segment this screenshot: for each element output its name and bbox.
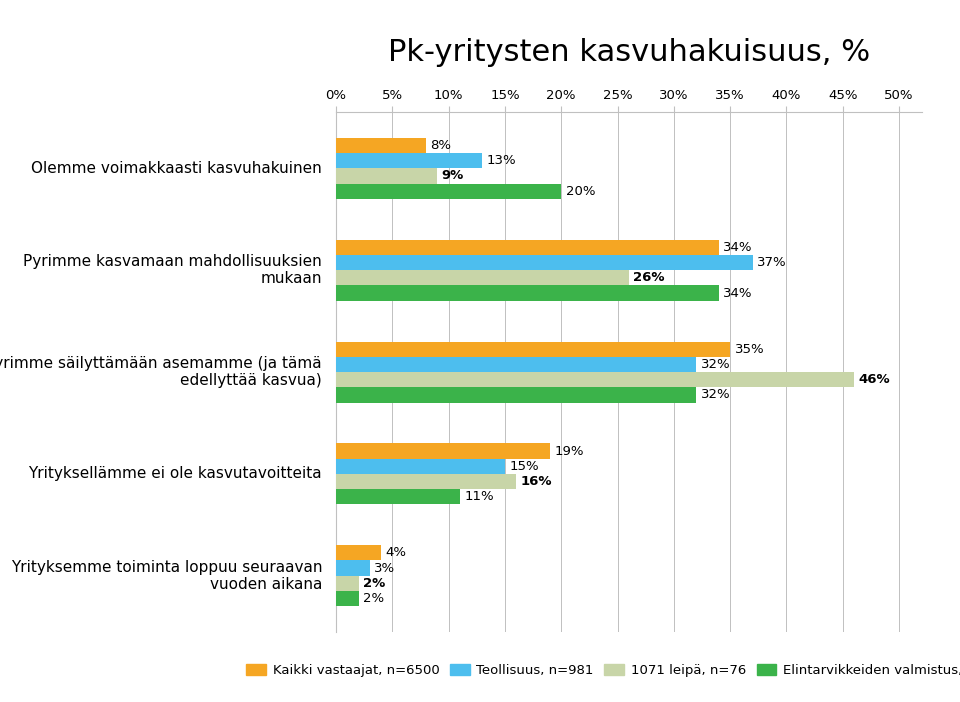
- Bar: [336, 489, 460, 505]
- Bar: [336, 168, 438, 184]
- Bar: [336, 138, 426, 153]
- Text: 15%: 15%: [510, 460, 540, 472]
- Bar: [336, 444, 550, 458]
- Text: 34%: 34%: [724, 241, 753, 254]
- Text: 32%: 32%: [701, 388, 731, 402]
- Text: 19%: 19%: [555, 444, 584, 458]
- Bar: [336, 239, 719, 255]
- Text: 9%: 9%: [442, 169, 464, 183]
- Text: 34%: 34%: [724, 286, 753, 300]
- Bar: [336, 341, 731, 357]
- Bar: [336, 270, 629, 286]
- Text: 2%: 2%: [363, 577, 385, 590]
- Text: 8%: 8%: [431, 139, 451, 152]
- Bar: [336, 458, 505, 474]
- Text: 35%: 35%: [734, 343, 764, 356]
- Bar: [336, 255, 753, 270]
- Text: 13%: 13%: [487, 154, 516, 167]
- Bar: [336, 474, 516, 489]
- Bar: [336, 591, 358, 607]
- Bar: [336, 560, 370, 576]
- Bar: [336, 372, 854, 388]
- Text: 32%: 32%: [701, 358, 731, 371]
- Bar: [336, 545, 381, 560]
- Bar: [336, 184, 562, 199]
- Text: 20%: 20%: [565, 185, 595, 198]
- Title: Pk-yritysten kasvuhakuisuus, %: Pk-yritysten kasvuhakuisuus, %: [388, 38, 870, 67]
- Text: 11%: 11%: [465, 490, 494, 503]
- Text: 37%: 37%: [757, 256, 787, 269]
- Bar: [336, 357, 696, 372]
- Text: 46%: 46%: [858, 373, 890, 386]
- Text: 26%: 26%: [634, 272, 665, 284]
- Legend: Kaikki vastaajat, n=6500, Teollisuus, n=981, 1071 leipä, n=76, Elintarvikkeiden : Kaikki vastaajat, n=6500, Teollisuus, n=…: [241, 659, 960, 683]
- Text: 4%: 4%: [386, 546, 406, 559]
- Bar: [336, 576, 358, 591]
- Bar: [336, 153, 482, 168]
- Bar: [336, 286, 719, 300]
- Text: 2%: 2%: [363, 592, 384, 605]
- Text: 16%: 16%: [520, 475, 552, 488]
- Bar: [336, 388, 696, 403]
- Text: 3%: 3%: [374, 562, 396, 575]
